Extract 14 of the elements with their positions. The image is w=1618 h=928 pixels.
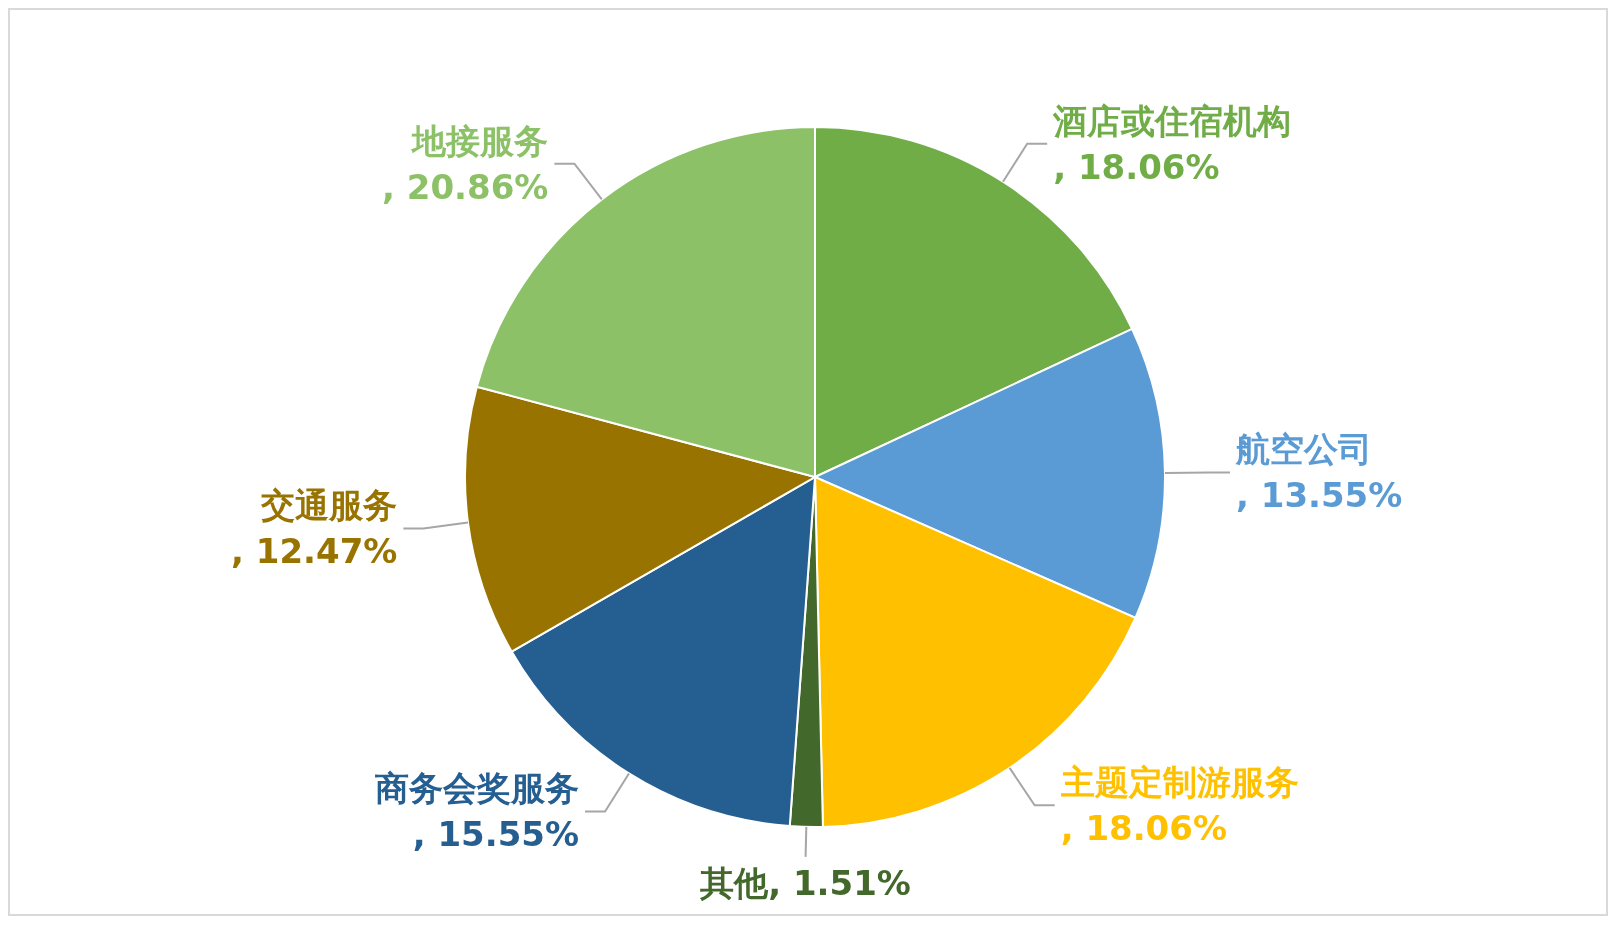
data-label: , 13.55% — [1235, 475, 1403, 516]
data-label: , 18.06% — [1060, 808, 1228, 849]
data-label: , 12.47% — [230, 531, 398, 572]
slice-label: 酒店或住宿机构 — [1052, 100, 1292, 141]
data-label: , 15.55% — [412, 814, 580, 855]
slice-label: 商务会奖服务 — [375, 768, 580, 809]
data-label: , 1.51% — [768, 862, 911, 903]
slice-label: 主题定制游服务 — [1059, 762, 1299, 803]
slice-label: 地接服务 — [410, 120, 549, 161]
data-label: , 20.86% — [382, 166, 549, 207]
slice-label: 航空公司 — [1234, 429, 1372, 470]
data-label: , 18.06% — [1053, 146, 1220, 187]
slice-label: 其他 — [699, 862, 770, 903]
slice-label: 交通服务 — [260, 485, 398, 526]
